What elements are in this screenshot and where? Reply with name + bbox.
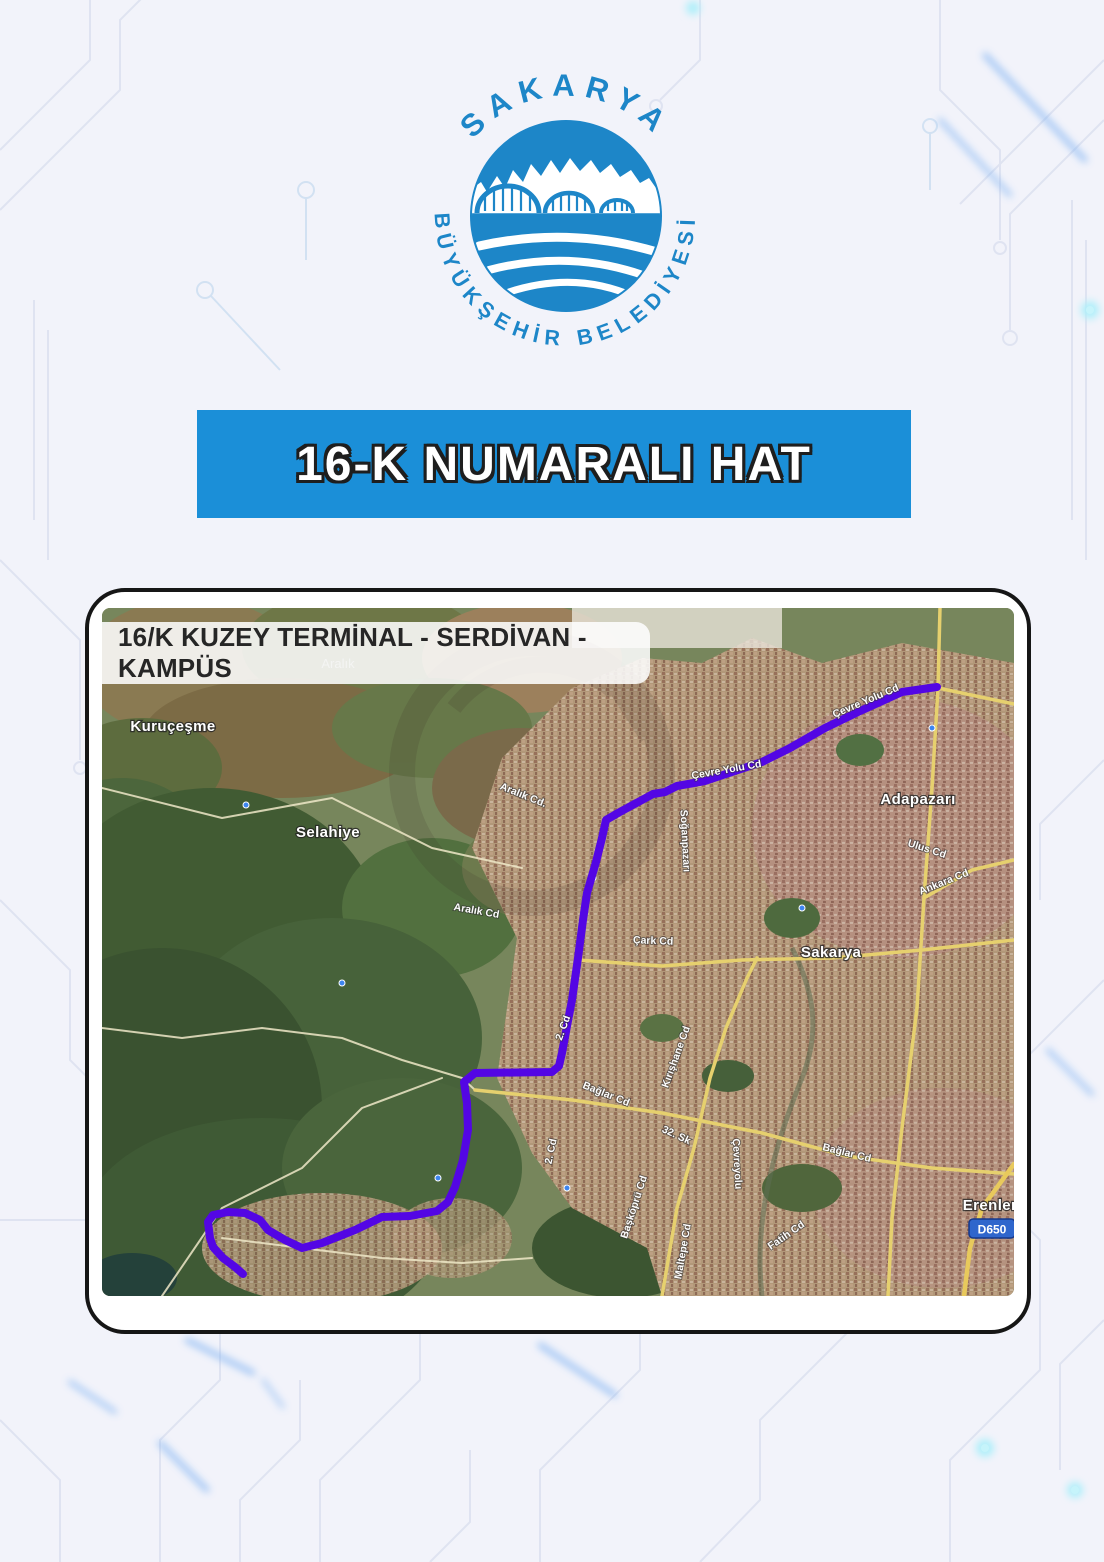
map-place-label: Erenler	[963, 1197, 1014, 1214]
map-place-label: Adapazarı	[880, 791, 955, 808]
map-place-label: Kuruçeşme	[130, 718, 215, 735]
map-place-label: Sakarya	[801, 944, 862, 961]
map-title-bar: 16/K KUZEY TERMİNAL - SERDİVAN - KAMPÜS	[102, 622, 650, 684]
map-road-label: Çevreyolu	[730, 1138, 745, 1189]
map-road-label: Çark Cd	[633, 934, 674, 947]
road-badge-shape	[968, 1218, 1014, 1239]
map-road-label: Soğanpazarı	[677, 809, 692, 872]
municipality-logo: SAKARYA BÜYÜKŞEHİR BELEDİYESİ	[405, 40, 727, 374]
terrain	[102, 608, 1014, 1296]
satellite-map: Kuruçeşme Selahiye Adapazarı Sakarya Erenler…	[102, 608, 1014, 1296]
route-banner: 16-K NUMARALI HAT	[197, 410, 911, 518]
route-banner-title: 16-K NUMARALI HAT	[296, 437, 812, 491]
map-viewport: Kuruçeşme Selahiye Adapazarı Sakarya Erenler…	[102, 608, 1014, 1296]
bus-route-line	[204, 683, 941, 1278]
logo-bridges	[472, 183, 660, 217]
road-badge-text: D650	[978, 1223, 1007, 1237]
map-card: Kuruçeşme Selahiye Adapazarı Sakarya Erenler…	[85, 588, 1031, 1334]
map-place-label: Selahiye	[296, 824, 360, 841]
municipality-logo-svg: SAKARYA BÜYÜKŞEHİR BELEDİYESİ	[430, 68, 694, 351]
map-title-text: 16/K KUZEY TERMİNAL - SERDİVAN - KAMPÜS	[118, 622, 587, 683]
road-badge: D650	[968, 1218, 1014, 1239]
